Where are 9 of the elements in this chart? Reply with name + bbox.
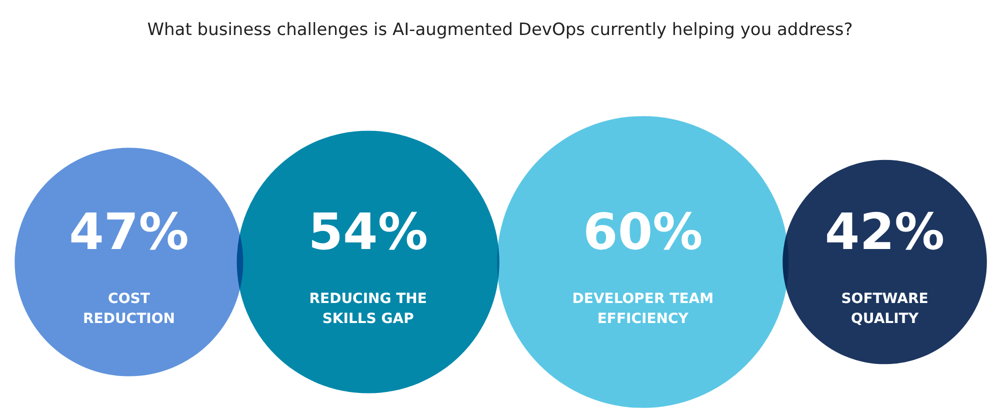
data-label: 54% <box>308 203 428 261</box>
data-label: 60% <box>583 203 703 261</box>
category-label: REDUCING THE SKILLS GAP <box>309 291 427 327</box>
text: What business challenges is AI-augmented DevOps currently helping you address? <box>147 20 853 40</box>
category-label: DEVELOPER TEAM EFFICIENCY <box>572 291 714 327</box>
data-label: 47% <box>69 203 189 261</box>
category-label: COST REDUCTION <box>82 291 175 327</box>
category-label: SOFTWARE QUALITY <box>841 291 928 327</box>
data-label: 42% <box>824 203 945 261</box>
